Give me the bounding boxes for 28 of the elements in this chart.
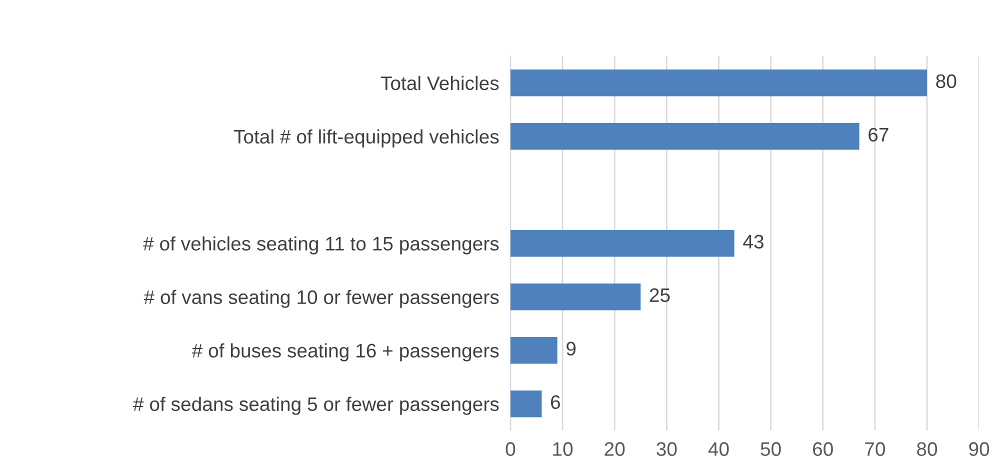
y-tick-label: # of vehicles seating 11 to 15 passengers: [143, 236, 499, 254]
bar: [510, 336, 558, 364]
x-tick-label: 70: [865, 442, 885, 456]
bar: [510, 230, 734, 257]
x-tick-label: 0: [506, 442, 516, 456]
y-tick-label: Total # of lift-equipped vehicles: [234, 129, 499, 148]
y-tick-label: # of buses seating 16 + passengers: [192, 343, 499, 362]
y-tick-label: Total Vehicles: [380, 76, 499, 90]
y-tick-label: # of vans seating 10 or fewer passengers: [144, 290, 499, 308]
data-label: 9: [566, 342, 576, 356]
x-tick-label: 60: [813, 442, 833, 456]
bar: [510, 390, 542, 418]
x-tick-label: 20: [604, 442, 625, 456]
x-tick-label: 10: [553, 442, 573, 456]
x-tick-label: 30: [656, 442, 677, 456]
data-label: 6: [551, 395, 560, 410]
bar: [510, 70, 927, 96]
data-label: 43: [743, 234, 764, 249]
y-tick-label: # of sedans seating 5 or fewer passengers: [133, 396, 499, 415]
bar: [510, 283, 641, 310]
x-tick-label: 90: [969, 442, 990, 456]
data-label: 25: [650, 288, 670, 302]
bar: [510, 123, 860, 150]
data-label: 67: [868, 128, 888, 142]
x-tick-label: 50: [760, 442, 781, 456]
data-label: 80: [936, 74, 956, 88]
x-tick-label: 80: [917, 442, 938, 456]
x-tick-label: 40: [708, 442, 729, 456]
